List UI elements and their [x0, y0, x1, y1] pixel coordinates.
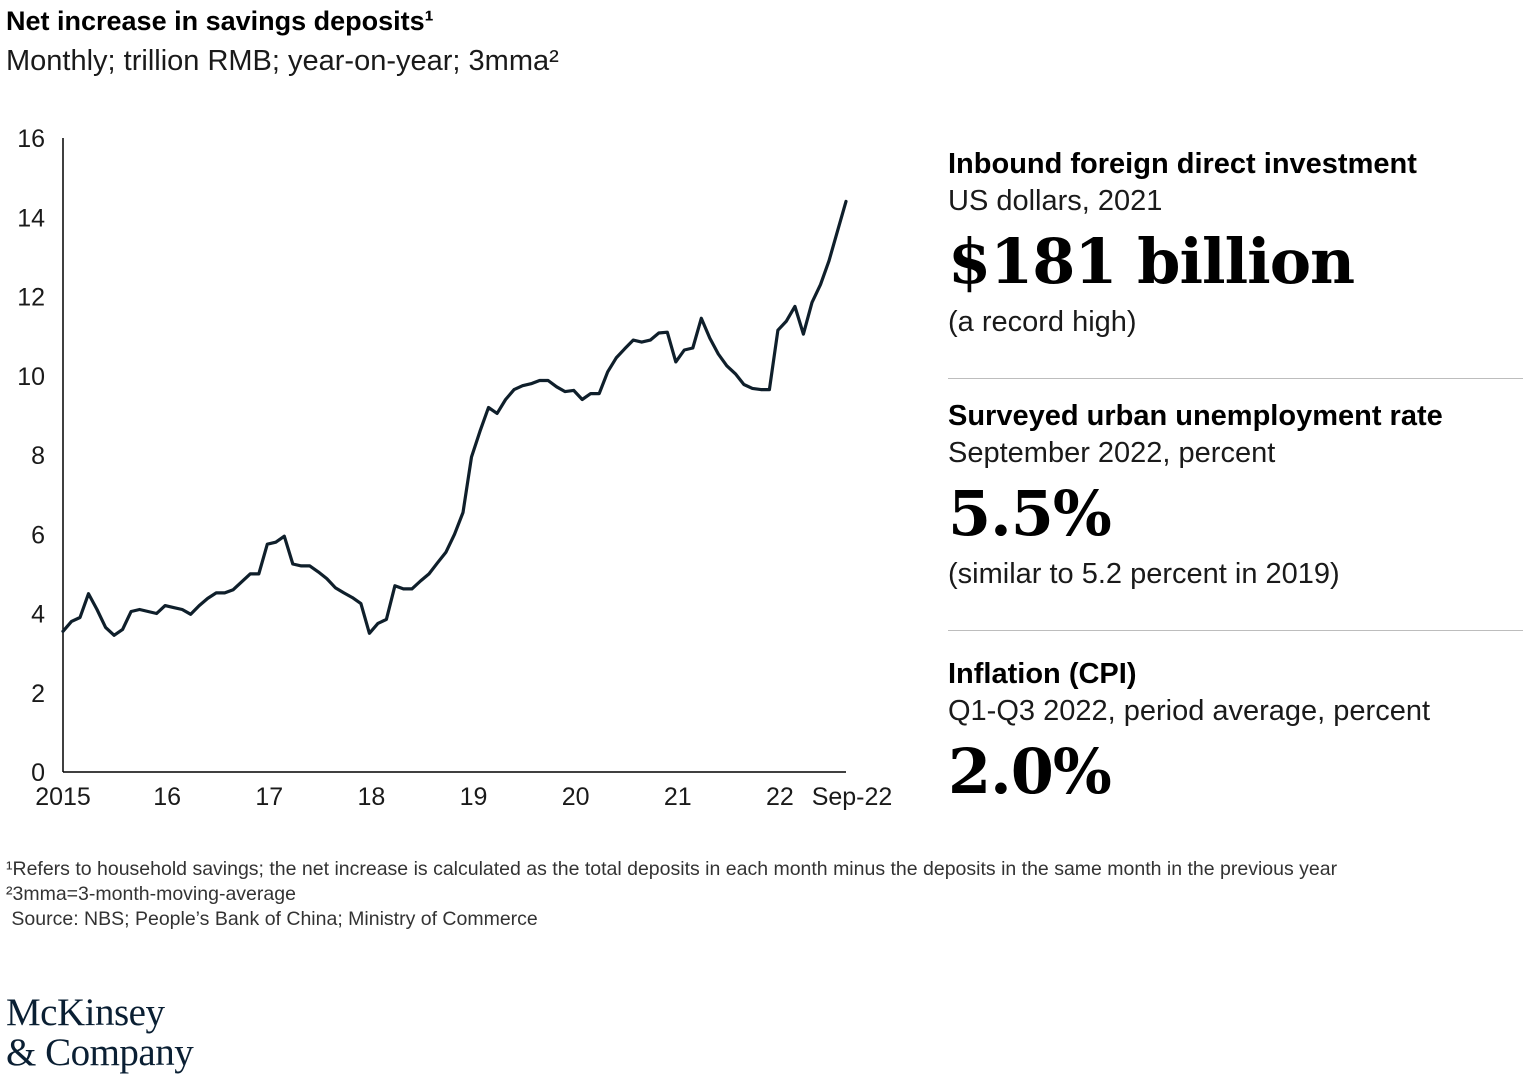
y-tick-labels: 0 2 4 6 8 10 12 14 16 — [17, 125, 45, 787]
x-tick-label: 16 — [153, 783, 181, 811]
x-tick-label: 21 — [664, 783, 692, 811]
footnote-2: ²3mma=3-month-moving-average — [6, 883, 296, 905]
x-tick-label: 18 — [357, 783, 385, 811]
y-tick-label: 4 — [31, 601, 45, 629]
stat-note-unemployment: (similar to 5.2 percent in 2019) — [948, 558, 1340, 590]
stat-block-fdi: Inbound foreign direct investment US dol… — [948, 146, 1523, 340]
savings-deposits-series-line — [61, 199, 848, 637]
y-tick-label: 0 — [31, 759, 45, 787]
stat-value-inflation: 2.0% — [948, 735, 1112, 808]
x-tick-label: Sep-22 — [812, 783, 893, 811]
chart-title: Net increase in savings deposits¹ — [6, 6, 434, 36]
source-note: Source: NBS; People’s Bank of China; Min… — [6, 908, 538, 930]
y-tick-label: 2 — [31, 680, 45, 708]
x-tick-label: 22 — [766, 783, 794, 811]
logo-line-1: McKinsey — [6, 991, 165, 1034]
chart-subtitle: Monthly; trillion RMB; year-on-year; 3mm… — [6, 45, 559, 77]
y-tick-label: 10 — [17, 363, 45, 391]
stat-value-fdi: $181 billion — [948, 225, 1355, 298]
mckinsey-logo: McKinsey & Company — [6, 991, 194, 1074]
stat-subtitle-inflation: Q1-Q3 2022, period average, percent — [948, 695, 1431, 727]
logo-line-2: & Company — [6, 1031, 194, 1074]
y-tick-label: 16 — [17, 125, 45, 153]
footnotes: ¹Refers to household savings; the net in… — [6, 857, 1337, 932]
stat-value-unemployment: 5.5% — [948, 477, 1112, 550]
x-tick-label: 20 — [562, 783, 590, 811]
x-tick-label: 19 — [460, 783, 488, 811]
stat-subtitle-fdi: US dollars, 2021 — [948, 185, 1163, 217]
stat-title-unemployment: Surveyed urban unemployment rate — [948, 400, 1443, 432]
stat-block-unemployment: Surveyed urban unemployment rate Septemb… — [948, 398, 1523, 592]
stat-title-fdi: Inbound foreign direct investment — [948, 148, 1417, 180]
stat-subtitle-unemployment: September 2022, percent — [948, 437, 1276, 469]
stat-divider-2 — [948, 630, 1523, 631]
x-tick-label: 2015 — [35, 783, 91, 811]
stat-divider-1 — [948, 378, 1523, 379]
x-tick-labels: 2015 16 17 18 19 20 21 22 Sep-22 — [35, 783, 892, 811]
stat-note-fdi: (a record high) — [948, 306, 1137, 338]
y-tick-label: 8 — [31, 442, 45, 470]
stat-title-inflation: Inflation (CPI) — [948, 658, 1137, 690]
y-tick-label: 6 — [31, 521, 45, 549]
y-tick-label: 12 — [17, 284, 45, 312]
savings-deposits-line-chart: 0 2 4 6 8 10 12 14 16 2015 16 17 18 19 20 21 22 Sep-22 — [17, 125, 892, 811]
x-tick-label: 17 — [255, 783, 283, 811]
stat-block-inflation: Inflation (CPI) Q1-Q3 2022, period avera… — [948, 656, 1523, 814]
y-tick-label: 14 — [17, 204, 45, 232]
footnote-1: ¹Refers to household savings; the net in… — [6, 858, 1338, 880]
